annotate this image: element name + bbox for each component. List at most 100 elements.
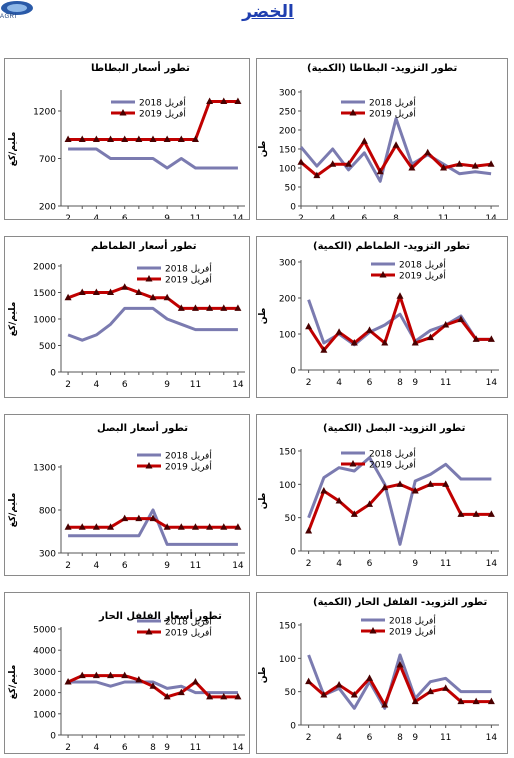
y-axis-label: مليم/كغ — [8, 132, 18, 167]
data-point — [335, 681, 343, 688]
legend-label-1: أفريل 2018 — [389, 615, 436, 627]
y-tick-label: 300 — [279, 89, 296, 99]
x-tick-label: 6 — [122, 214, 128, 219]
x-tick-label: 9 — [412, 733, 418, 743]
series-line-1 — [68, 680, 238, 695]
x-tick-label: 8 — [393, 214, 399, 219]
y-tick-label: 2000 — [33, 689, 56, 699]
x-tick-label: 14 — [485, 214, 497, 219]
x-tick-label: 6 — [122, 380, 128, 390]
legend-label-2: أفريل 2019 — [139, 108, 186, 120]
data-point — [64, 293, 72, 301]
data-point — [426, 333, 434, 341]
data-point — [472, 335, 480, 342]
legend-label-1: أفريل 2018 — [139, 97, 186, 109]
data-point — [472, 510, 480, 517]
x-tick-label: 9 — [412, 559, 418, 569]
chart-panel-tomato-qty: تطور التزويد- الطماطم (الكمية) 0 100 200 30… — [256, 236, 508, 398]
data-point — [392, 141, 400, 148]
x-tick-label: 6 — [122, 561, 128, 571]
data-point — [313, 171, 321, 179]
legend-label-1: أفريل 2018 — [165, 616, 212, 628]
data-point — [335, 328, 343, 335]
x-tick-label: 9 — [164, 380, 170, 390]
legend-label-1: أفريل 2018 — [399, 259, 446, 271]
data-point — [329, 160, 337, 167]
x-tick-label: 14 — [232, 743, 244, 753]
chart-title: تطور التزويد- الطماطم (الكمية) — [313, 241, 470, 252]
legend-marker — [349, 109, 357, 116]
legend-label-2: أفريل 2019 — [399, 270, 446, 282]
data-point — [177, 688, 185, 696]
series-line-1 — [68, 147, 238, 170]
x-tick-label: 11 — [190, 561, 201, 571]
x-tick-label: 6 — [361, 214, 367, 219]
chart-svg: 200 700 1200 2 4 6 9 11 14 مليم/كغ أفريل 2018أفريل… — [8, 90, 245, 219]
data-point — [78, 135, 86, 142]
data-point — [64, 678, 72, 685]
data-point — [92, 523, 100, 530]
y-tick-label: 4000 — [33, 647, 56, 657]
x-tick-label: 2 — [306, 733, 312, 743]
data-point — [320, 487, 328, 494]
data-point — [366, 500, 374, 507]
data-point — [487, 335, 495, 342]
y-tick-label: 200 — [39, 203, 56, 213]
data-point — [442, 684, 450, 691]
data-point — [426, 687, 434, 695]
data-point — [177, 135, 185, 142]
y-tick-label: 150 — [279, 146, 296, 156]
y-tick-label: 1000 — [33, 710, 56, 720]
x-tick-label: 8 — [150, 743, 156, 753]
data-point — [487, 510, 495, 517]
legend-label-2: أفريل 2019 — [389, 626, 436, 638]
legend-marker — [145, 275, 153, 282]
chart-panel-pepper-qty: تطور التزويد- الفلفل الحار (الكمية) 0 50 1… — [256, 592, 508, 754]
data-point — [442, 321, 450, 328]
data-point — [191, 678, 199, 685]
data-point — [121, 283, 129, 290]
chart-svg: 300 800 1300 2 4 6 9 11 14 مليم/كغ أفريل 2018أفريل… — [8, 450, 245, 571]
data-point — [345, 160, 353, 167]
y-tick-label: 250 — [279, 108, 296, 118]
chart-panel-potato-qty: تطور التزويد- البطاطا (الكمية) 0 50 100 150… — [256, 58, 508, 220]
data-point — [149, 682, 157, 689]
data-point — [487, 697, 495, 705]
y-tick-label: 800 — [39, 507, 56, 517]
data-point — [177, 304, 185, 311]
y-tick-label: 2000 — [33, 263, 56, 273]
data-point — [92, 288, 100, 295]
x-tick-label: 9 — [164, 561, 170, 571]
x-tick-label: 9 — [164, 214, 170, 219]
data-point — [107, 671, 115, 679]
data-point — [457, 697, 465, 705]
data-point — [350, 510, 358, 517]
data-point — [149, 135, 157, 142]
data-point — [457, 315, 465, 323]
data-point — [381, 483, 389, 491]
data-point — [366, 674, 374, 681]
legend-marker — [349, 460, 357, 467]
legend-marker — [369, 627, 377, 634]
chart-title: تطور التزويد- البصل (الكمية) — [323, 423, 466, 434]
data-point — [121, 514, 129, 522]
x-tick-label: 8 — [397, 733, 403, 743]
data-point — [411, 339, 419, 346]
data-point — [163, 523, 171, 530]
data-point — [206, 523, 214, 530]
y-axis-label: طن — [258, 667, 268, 684]
data-point — [163, 692, 171, 700]
chart-title: تطور أسعار الطماطم — [91, 241, 197, 252]
chart-panel-potato-price: تطور أسعار البطاطا 200 700 1200 2 4 6 9 11 14 ملي… — [4, 58, 250, 220]
legend-label-2: أفريل 2019 — [165, 461, 212, 473]
data-point — [350, 339, 358, 346]
data-point — [350, 691, 358, 698]
data-point — [408, 164, 416, 171]
y-tick-label: 50 — [285, 184, 297, 194]
x-tick-label: 11 — [190, 214, 201, 219]
x-tick-label: 11 — [190, 743, 201, 753]
series-line-2 — [307, 294, 492, 352]
x-tick-label: 6 — [367, 733, 373, 743]
chart-panel-tomato-price: تطور أسعار الطماطم 0 500 1000 1500 2000 2 4 6 9 1… — [4, 236, 250, 398]
